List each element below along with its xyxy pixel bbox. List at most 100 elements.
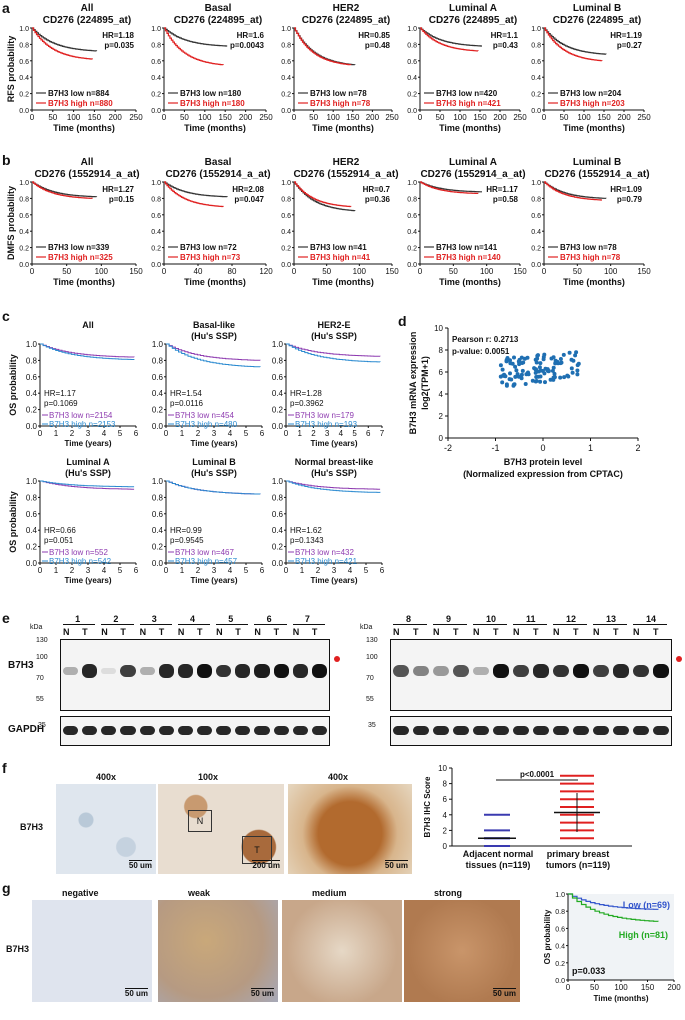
legend-low: B7H3 low n=2154 bbox=[49, 411, 113, 420]
lane-bracket bbox=[101, 624, 134, 625]
gapdh-band bbox=[653, 726, 669, 735]
x-tick-label: 150 bbox=[637, 267, 651, 276]
scatter-point bbox=[504, 359, 509, 364]
legend-high: B7H3 high n=480 bbox=[175, 420, 238, 429]
y-tick-label: 1.0 bbox=[281, 26, 291, 33]
b7h3-band bbox=[473, 666, 489, 676]
ihc-grade-image bbox=[282, 900, 402, 1002]
x-tick-label: 100 bbox=[95, 267, 109, 276]
plot-subtitle: CD276 (1552914_a_at) bbox=[165, 169, 270, 180]
p-text: p=0.033 bbox=[572, 966, 605, 976]
km-curve-high bbox=[294, 181, 352, 208]
y-tick-label: 0.4 bbox=[152, 526, 164, 535]
scatter-point bbox=[537, 365, 542, 370]
y-tick-label: 0.0 bbox=[407, 262, 417, 269]
y-tick-label: 0.8 bbox=[19, 196, 29, 203]
km-curve-high bbox=[32, 181, 93, 199]
mw-marker: 55 bbox=[366, 696, 374, 703]
km-curve-high bbox=[568, 893, 659, 922]
plot-subtitle: (Hu's SSP) bbox=[311, 331, 357, 341]
x-tick-label: 100 bbox=[614, 983, 628, 992]
x-tick-label: 1 bbox=[180, 429, 185, 438]
y-tick-label: 1.0 bbox=[26, 477, 38, 486]
y-tick-label: 1.0 bbox=[151, 26, 161, 33]
scatter-point bbox=[508, 371, 512, 376]
x-tick-label: 50 bbox=[322, 267, 331, 276]
km-curve-low bbox=[164, 181, 228, 198]
lane-number: 11 bbox=[526, 614, 536, 624]
lane-T: T bbox=[311, 627, 318, 637]
x-tick-label: 150 bbox=[88, 113, 102, 122]
x-tick-label: 4 bbox=[102, 566, 107, 575]
x-tick-label: 0 bbox=[292, 113, 297, 122]
lane-T: T bbox=[613, 627, 619, 637]
x-tick-label: 3 bbox=[212, 429, 217, 438]
legend-low: B7H3 low n=420 bbox=[436, 89, 498, 98]
y-tick-label: 1.0 bbox=[26, 340, 38, 349]
scatter-point bbox=[508, 358, 512, 363]
gapdh-band bbox=[593, 726, 609, 735]
b7h3-band bbox=[613, 664, 629, 678]
b7h3-band bbox=[453, 665, 469, 677]
b7h3-band bbox=[633, 664, 649, 678]
lane-bracket bbox=[292, 624, 325, 625]
km-curve-high bbox=[40, 480, 135, 488]
km-curve-low bbox=[40, 343, 135, 358]
x-tick-label: 100 bbox=[453, 113, 467, 122]
gapdh-band bbox=[311, 726, 327, 735]
x-tick-label: 0 bbox=[540, 443, 545, 453]
x-axis-label: B7H3 protein level bbox=[504, 457, 583, 467]
scatter-point bbox=[542, 352, 547, 357]
y-tick-label: 0.4 bbox=[26, 526, 38, 535]
y-tick-label: 0.0 bbox=[152, 559, 164, 568]
x-tick-label: 100 bbox=[198, 113, 212, 122]
x-tick-label: 250 bbox=[385, 113, 399, 122]
y-tick-label: 4 bbox=[443, 811, 448, 820]
y-axis-sublabel: log2(TPM+1) bbox=[420, 356, 430, 410]
y-tick-label: 0.0 bbox=[151, 108, 161, 115]
scatter-point bbox=[575, 372, 580, 377]
b7h3-band bbox=[593, 664, 609, 678]
x-tick-label: 1 bbox=[300, 566, 305, 575]
gapdh-band bbox=[63, 726, 79, 735]
scale-bar: 50 um bbox=[124, 988, 148, 998]
hr-text: HR=0.66 bbox=[44, 526, 76, 535]
hr-text: HR=1.17 bbox=[486, 185, 518, 194]
magnification-label: 100x bbox=[198, 772, 219, 782]
os-y-label-bottom: OS probability bbox=[8, 491, 18, 553]
y-tick-label: 1.0 bbox=[152, 477, 164, 486]
legend-high: B7H3 high n=140 bbox=[436, 253, 501, 262]
scatter-point bbox=[523, 382, 528, 386]
scatter-point bbox=[549, 356, 554, 361]
plot-subtitle: CD276 (1552914_a_at) bbox=[420, 169, 525, 180]
x-tick-label: 120 bbox=[259, 267, 273, 276]
legend-high: B7H3 high n=421 bbox=[436, 99, 501, 108]
scale-bar: 50 um bbox=[128, 860, 152, 870]
x-tick-label: 5 bbox=[118, 429, 123, 438]
y-axis-label: OS probability bbox=[543, 909, 552, 964]
x-tick-label: 3 bbox=[325, 429, 330, 438]
km-curve-high bbox=[40, 343, 135, 360]
x-tick-label: 0 bbox=[418, 113, 423, 122]
y-tick-label: 0.0 bbox=[531, 262, 541, 269]
gapdh-band bbox=[473, 726, 489, 735]
y-tick-label: 0.2 bbox=[26, 406, 38, 415]
hr-text: HR=1.1 bbox=[491, 31, 519, 40]
y-tick-label: 8 bbox=[443, 780, 448, 789]
os-plot-1: Basal-like(Hu's SSP) 0.0 0.2 0.4 0.6 0.8 1.0 0 1… bbox=[152, 320, 265, 448]
y-tick-label: 0.8 bbox=[272, 356, 284, 365]
b7h3-blot bbox=[390, 639, 672, 711]
scatter-point bbox=[569, 357, 574, 362]
x-tick-label: 150 bbox=[129, 267, 143, 276]
plot-title: HER2 bbox=[333, 157, 360, 168]
y-tick-label: 0.4 bbox=[272, 389, 284, 398]
lane-N: N bbox=[513, 627, 520, 637]
x-tick-label: 150 bbox=[597, 113, 611, 122]
gapdh-band bbox=[613, 726, 629, 735]
scatter-point bbox=[504, 382, 509, 387]
y-tick-label: 0.8 bbox=[151, 196, 161, 203]
x-axis-label: Time (months) bbox=[184, 277, 246, 287]
lane-bracket bbox=[393, 624, 427, 625]
y-tick-label: 0.2 bbox=[281, 92, 291, 99]
